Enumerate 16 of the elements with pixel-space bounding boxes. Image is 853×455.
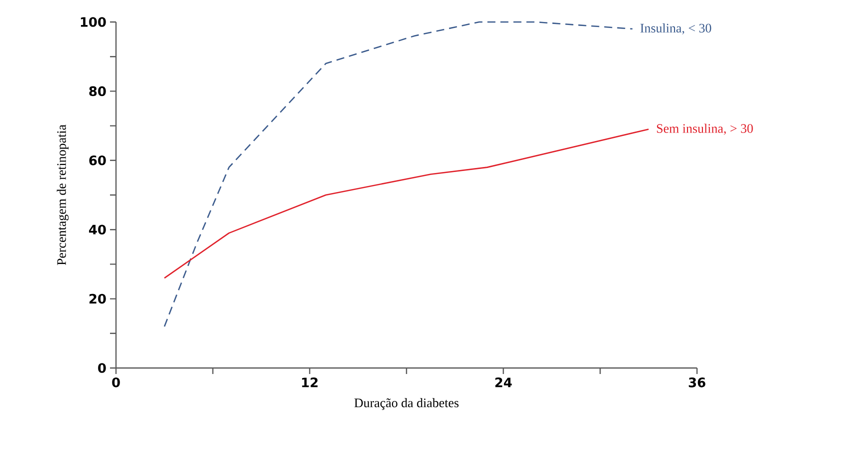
series-label: Insulina, < 30 [640, 23, 712, 34]
x-tick-label: 24 [495, 378, 512, 388]
y-tick-label: 80 [89, 86, 106, 96]
series-label: Sem insulina, > 30 [656, 124, 753, 135]
y-tick-label: 40 [89, 224, 106, 234]
x-axis-title: Duração da diabetes [354, 398, 459, 410]
y-tick-label: 100 [80, 17, 106, 27]
y-tick-label: 0 [98, 363, 106, 373]
x-tick-label: 0 [112, 378, 120, 388]
y-tick-label: 20 [89, 294, 106, 304]
y-tick-label: 60 [89, 156, 106, 166]
line-series [164, 128, 650, 279]
x-tick-label: 12 [302, 378, 318, 388]
x-tick-label: 36 [688, 378, 706, 388]
line-series [164, 21, 634, 328]
y-axis-title: Percentagem de retinopatia [56, 124, 69, 266]
